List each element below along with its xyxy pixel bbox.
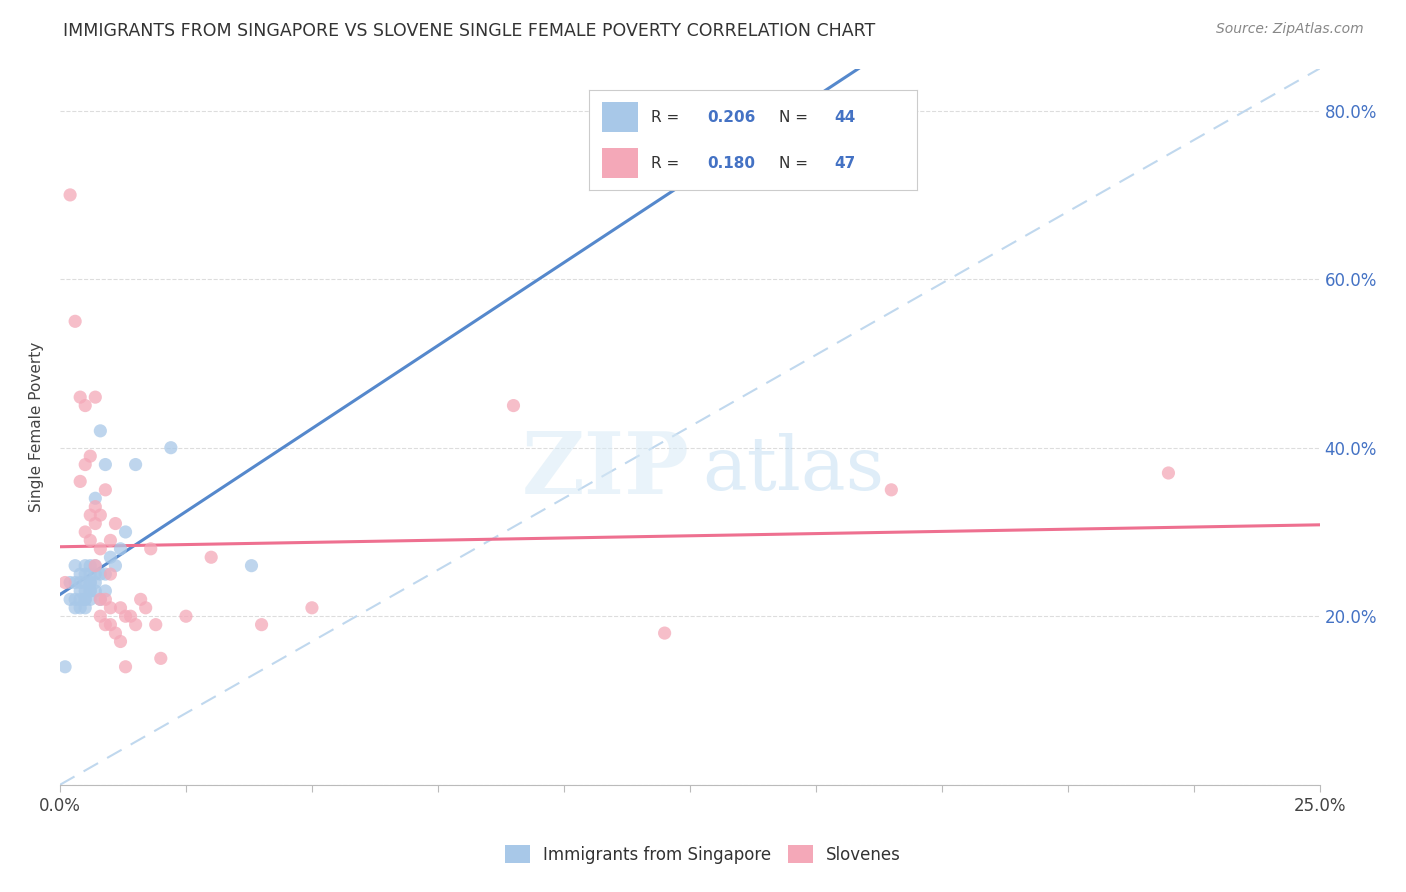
Point — [69, 390, 91, 404]
Point — [84, 516, 107, 531]
Point — [75, 575, 97, 590]
Point — [84, 491, 107, 506]
Point — [301, 600, 323, 615]
Point — [94, 583, 117, 598]
Point — [75, 583, 97, 598]
Point — [63, 314, 86, 328]
Point — [59, 188, 82, 202]
Text: atlas: atlas — [703, 434, 884, 506]
Point — [160, 441, 183, 455]
Point — [84, 575, 107, 590]
Point — [69, 575, 91, 590]
Point — [100, 550, 122, 565]
Point — [69, 592, 91, 607]
Point — [84, 500, 107, 514]
Point — [120, 609, 142, 624]
Point — [110, 600, 132, 615]
Point — [880, 483, 903, 497]
Point — [69, 600, 91, 615]
Point — [100, 600, 122, 615]
Point — [84, 583, 107, 598]
Point — [114, 609, 136, 624]
Point — [84, 567, 107, 582]
Point — [502, 399, 524, 413]
Point — [63, 575, 86, 590]
Y-axis label: Single Female Poverty: Single Female Poverty — [30, 342, 44, 512]
Point — [139, 541, 162, 556]
Point — [79, 449, 101, 463]
Point — [79, 558, 101, 573]
Point — [104, 558, 127, 573]
Point — [89, 424, 111, 438]
Point — [110, 634, 132, 648]
Point — [69, 567, 91, 582]
Point — [75, 458, 97, 472]
Point — [79, 583, 101, 598]
Text: IMMIGRANTS FROM SINGAPORE VS SLOVENE SINGLE FEMALE POVERTY CORRELATION CHART: IMMIGRANTS FROM SINGAPORE VS SLOVENE SIN… — [63, 22, 876, 40]
Point — [94, 458, 117, 472]
Point — [135, 600, 157, 615]
Point — [69, 475, 91, 489]
Legend: Immigrants from Singapore, Slovenes: Immigrants from Singapore, Slovenes — [498, 838, 908, 871]
Point — [75, 524, 97, 539]
Point — [145, 617, 167, 632]
Point — [84, 558, 107, 573]
Point — [75, 592, 97, 607]
Point — [69, 583, 91, 598]
Point — [75, 558, 97, 573]
Point — [59, 592, 82, 607]
Point — [89, 567, 111, 582]
Point — [53, 575, 76, 590]
Point — [114, 524, 136, 539]
Point — [104, 516, 127, 531]
Text: ZIP: ZIP — [522, 427, 690, 512]
Point — [654, 626, 676, 640]
Point — [104, 626, 127, 640]
Point — [100, 617, 122, 632]
Point — [53, 660, 76, 674]
Point — [79, 583, 101, 598]
Point — [75, 600, 97, 615]
Point — [94, 483, 117, 497]
Point — [124, 617, 146, 632]
Point — [63, 592, 86, 607]
Point — [79, 567, 101, 582]
Point — [79, 533, 101, 548]
Point — [200, 550, 222, 565]
Point — [240, 558, 263, 573]
Point — [149, 651, 172, 665]
Point — [89, 508, 111, 522]
Point — [63, 600, 86, 615]
Point — [100, 533, 122, 548]
Point — [89, 541, 111, 556]
Point — [79, 575, 101, 590]
Point — [124, 458, 146, 472]
Point — [1157, 466, 1180, 480]
Point — [63, 558, 86, 573]
Point — [110, 541, 132, 556]
Text: Source: ZipAtlas.com: Source: ZipAtlas.com — [1216, 22, 1364, 37]
Point — [79, 508, 101, 522]
Point — [94, 617, 117, 632]
Point — [84, 558, 107, 573]
Point — [89, 592, 111, 607]
Point — [84, 390, 107, 404]
Point — [79, 592, 101, 607]
Point — [100, 567, 122, 582]
Point — [94, 567, 117, 582]
Point — [79, 575, 101, 590]
Point — [94, 592, 117, 607]
Point — [114, 660, 136, 674]
Point — [75, 399, 97, 413]
Point — [75, 567, 97, 582]
Point — [174, 609, 197, 624]
Point — [89, 592, 111, 607]
Point — [250, 617, 273, 632]
Point — [75, 592, 97, 607]
Point — [89, 609, 111, 624]
Point — [59, 575, 82, 590]
Point — [129, 592, 152, 607]
